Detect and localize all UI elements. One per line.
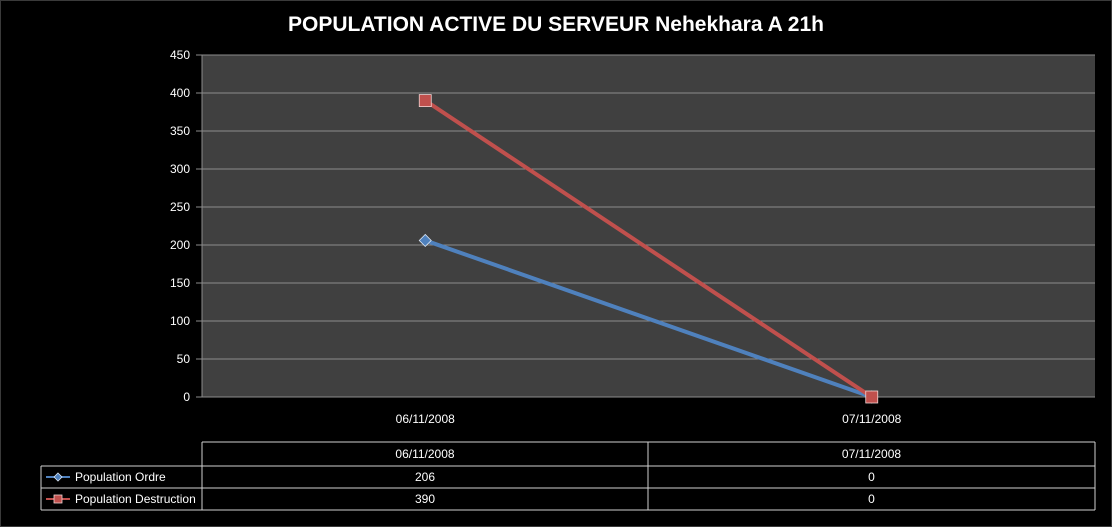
plot-area-group <box>202 55 1095 397</box>
plot-area <box>202 55 1095 397</box>
x-tick-label: 07/11/2008 <box>842 412 901 426</box>
x-tick-label: 06/11/2008 <box>396 412 455 426</box>
y-axis-ticks: 0 50 100 150 200 250 300 350 400 450 <box>170 48 190 404</box>
gridlines-group <box>196 54 1095 398</box>
chart-title: POPULATION ACTIVE DU SERVEUR Nehekhara A… <box>287 13 824 36</box>
table-cell: 206 <box>415 470 435 484</box>
table-cell: 0 <box>868 470 875 484</box>
y-tick-label: 450 <box>170 48 190 62</box>
x-axis-ticks: 06/11/2008 07/11/2008 <box>396 412 902 426</box>
table-row-label: Population Ordre <box>75 470 166 484</box>
table-row-label: Population Destruction <box>75 492 196 506</box>
data-point <box>865 390 879 404</box>
series-group <box>418 94 879 404</box>
y-tick-label: 150 <box>170 276 190 290</box>
y-tick-label: 200 <box>170 238 190 252</box>
y-tick-label: 250 <box>170 200 190 214</box>
y-tick-label: 400 <box>170 86 190 100</box>
series-line-1 <box>423 238 874 399</box>
y-tick-label: 350 <box>170 124 190 138</box>
table-header-cell: 06/11/2008 <box>395 447 454 461</box>
legend-key-marker <box>53 472 63 482</box>
y-tick-label: 300 <box>170 162 190 176</box>
legend-key-marker <box>53 494 63 504</box>
table-header-cell: 07/11/2008 <box>842 447 901 461</box>
y-tick-label: 100 <box>170 314 190 328</box>
y-tick-label: 50 <box>177 352 191 366</box>
series-line-2 <box>423 98 874 399</box>
y-tick-label: 0 <box>183 390 190 404</box>
data-point <box>418 94 432 107</box>
data-table: 06/11/2008 07/11/2008 Population Ordre 206 0… <box>40 441 1096 511</box>
table-cell: 390 <box>415 492 435 506</box>
table-cell: 0 <box>868 492 875 506</box>
data-point <box>418 233 432 248</box>
